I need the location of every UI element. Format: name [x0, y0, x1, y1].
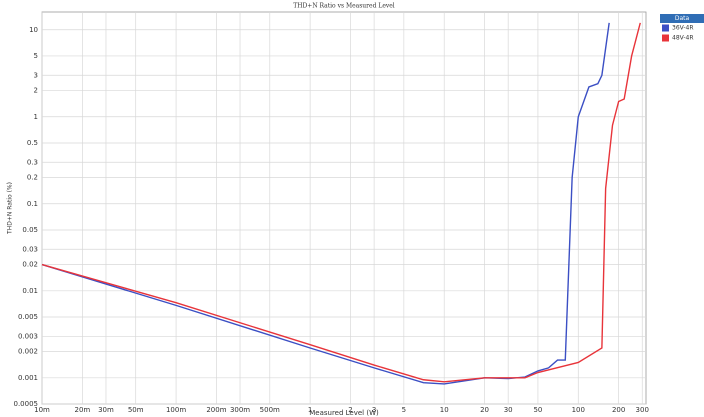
- y-tick-label: 0.1: [27, 200, 38, 208]
- x-tick-label: 500m: [260, 406, 280, 414]
- y-tick-label: 0.005: [18, 313, 38, 321]
- x-tick-label: 3: [372, 406, 376, 414]
- chart-title: THD+N Ratio vs Measured Level: [293, 3, 395, 10]
- x-tick-label: 10m: [34, 406, 50, 414]
- y-tick-label: 0.002: [18, 348, 38, 356]
- legend-title: Data: [675, 15, 690, 22]
- x-tick-label: 30: [504, 406, 513, 414]
- x-tick-label: 200: [612, 406, 625, 414]
- y-tick-label: 3: [34, 71, 38, 79]
- plot-area: [41, 11, 647, 405]
- x-tick-label: 50: [533, 406, 542, 414]
- y-tick-label: 1: [34, 113, 38, 121]
- x-tick-label: 20: [480, 406, 489, 414]
- y-tick-label: 0.2: [27, 174, 38, 182]
- legend-header: [660, 14, 704, 23]
- x-tick-label: 100: [572, 406, 585, 414]
- y-tick-label: 0.003: [18, 332, 38, 340]
- y-tick-label: 0.01: [22, 287, 38, 295]
- legend-label: 36V-4R: [672, 25, 694, 32]
- x-axis-label: Measured Level (W): [309, 409, 379, 417]
- x-tick-label: 200m: [206, 406, 226, 414]
- y-tick-label: 0.5: [27, 139, 38, 147]
- x-tick-label: 100m: [166, 406, 186, 414]
- x-tick-label: 1: [308, 406, 312, 414]
- x-tick-label: 5: [402, 406, 406, 414]
- x-tick-label: 10: [440, 406, 449, 414]
- y-tick-label: 0.03: [22, 245, 38, 253]
- x-tick-label: 30m: [98, 406, 114, 414]
- y-tick-label: 10: [29, 26, 38, 34]
- legend-swatch: [662, 24, 669, 32]
- y-tick-label: 0.3: [27, 158, 38, 166]
- y-tick-label: 0.001: [18, 374, 38, 382]
- y-tick-label: 0.02: [22, 261, 38, 269]
- x-tick-label: 2: [348, 406, 352, 414]
- line-series: [41, 22, 610, 385]
- y-tick-label: 0.05: [22, 226, 38, 234]
- x-tick-label: 300: [636, 406, 649, 414]
- y-tick-label: 5: [34, 52, 38, 60]
- x-tick-label: 50m: [128, 406, 144, 414]
- y-axis-label: THD+N Ratio (%): [7, 182, 14, 235]
- y-tick-label: 0.0005: [14, 400, 39, 408]
- y-tick-label: 2: [34, 87, 38, 95]
- x-tick-label: 300m: [230, 406, 250, 414]
- x-tick-label: 20m: [74, 406, 90, 414]
- line-series: [41, 22, 641, 383]
- legend-swatch: [662, 34, 669, 42]
- legend-label: 48V-4R: [672, 35, 694, 42]
